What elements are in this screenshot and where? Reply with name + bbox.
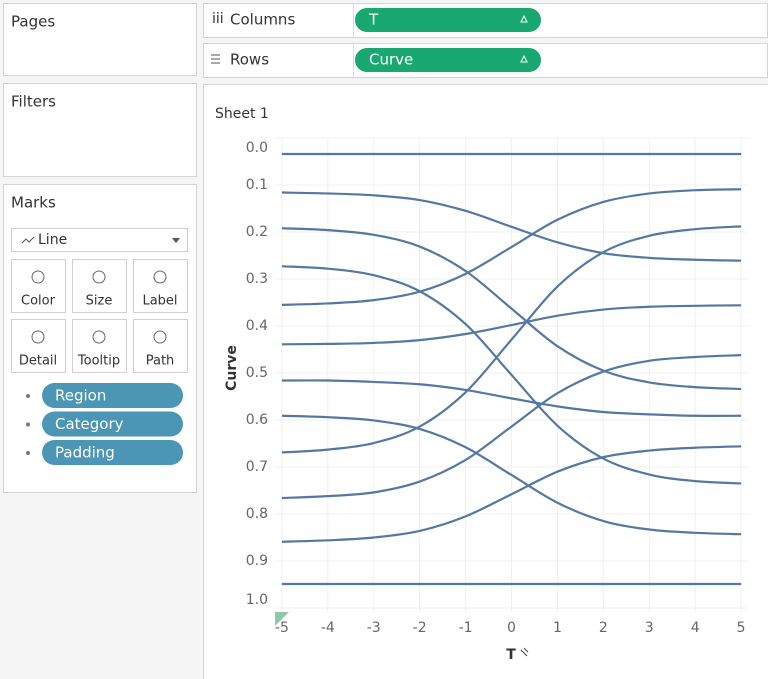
curve-line [281,354,742,500]
mark-button[interactable] [11,319,66,373]
mark-button[interactable] [133,259,188,313]
curve-line [281,225,742,454]
line-icon [21,236,35,244]
mark-buttons: Color Size Label Detail Tooltip Path [11,259,188,373]
curve-line [281,445,742,543]
dropdown-arrow [172,238,180,243]
mark-button-label[interactable]: Tooltip [77,354,120,369]
mark-button[interactable] [133,319,188,373]
curve-line [281,188,742,306]
x-tick-label: 1 [553,620,562,636]
y-tick-label: 0.0 [246,140,268,156]
button-icon [92,270,106,284]
columns-icon: iii [212,11,224,27]
pill[interactable] [42,440,183,465]
plot: 0.0 0.1 0.2 0.3 0.4 0.5 0.6 0.7 0.8 0.9 1.0 -5 -4 -3 -… [246,137,748,636]
curve-line [281,265,742,485]
button-icon [31,330,45,344]
filters-pane [3,83,197,177]
sheet-area [203,84,768,679]
y-tick-label: 0.7 [246,459,268,475]
curve-line [281,379,742,417]
pill-icon [26,422,30,427]
x-tick-label: 5 [737,620,746,636]
curve-line [281,414,742,536]
filters-title: Filters [11,93,56,111]
mark-button[interactable] [72,319,127,373]
button-icon [153,330,167,344]
columns-label: Columns [230,11,295,29]
columns-pill[interactable] [355,8,541,32]
pill-icon [26,394,30,398]
pill-label[interactable]: Padding [55,444,115,462]
y-tick-label: 0.8 [246,506,268,522]
x-tick-label: 2 [599,620,608,636]
y-tick-label: 1.0 [246,592,268,608]
mark-type-dropdown[interactable] [11,228,188,252]
x-tick-label: 3 [645,620,654,636]
mark-button-label[interactable]: Path [146,354,175,369]
pin-icon [520,647,529,657]
y-tick-label: 0.4 [246,318,268,334]
pill-label[interactable]: Category [55,415,124,433]
mark-button-label[interactable]: Size [86,294,113,309]
pill-icon [26,451,30,455]
columns-pill-text[interactable]: T [368,11,379,29]
rows-icon [211,54,220,64]
curve-line [281,191,742,262]
pill[interactable] [42,383,183,408]
y-tick-label: 0.2 [246,224,268,240]
y-tick-label: 0.6 [246,412,268,428]
rows-pill-text[interactable]: Curve [369,51,413,69]
delta-icon [520,14,528,23]
marks-title: Marks [11,194,56,212]
x-tick-label: -3 [367,620,381,636]
mark-type[interactable]: Line [38,232,67,248]
rows-pill[interactable] [355,48,541,72]
mark-button-label[interactable]: Color [21,294,56,309]
curve-line [281,227,742,391]
x-tick-label: 0 [507,620,516,636]
x-tick-label: 4 [691,620,700,636]
x-tick-label: -1 [459,620,473,636]
x-axis-title: T [506,647,516,663]
corner-marker [275,612,289,626]
button-icon [31,270,45,284]
x-tick-label: -4 [321,620,335,636]
rows-label: Rows [230,51,269,69]
mark-button-label[interactable]: Detail [19,354,57,369]
pages-pane [3,3,197,76]
delta-icon [520,54,528,63]
sheet-title: Sheet 1 [215,106,269,122]
x-tick-label: -2 [413,620,427,636]
mark-pills: Region Category Padding [26,383,183,465]
x-tick-label: -5 [275,620,289,636]
y-tick-label: 0.1 [246,177,268,193]
y-tick-label: 0.5 [246,365,268,381]
curve-line [281,304,742,346]
pages-title: Pages [11,13,55,31]
pill[interactable] [42,411,183,437]
pill-label[interactable]: Region [55,387,106,405]
y-tick-label: 0.9 [246,553,268,569]
button-icon [92,330,106,344]
y-tick-label: 0.3 [246,271,268,287]
mark-button[interactable] [72,259,127,313]
button-icon [153,270,167,284]
y-axis-title: Curve [224,345,240,391]
mark-button-label[interactable]: Label [142,294,177,309]
mark-button[interactable] [11,259,66,313]
